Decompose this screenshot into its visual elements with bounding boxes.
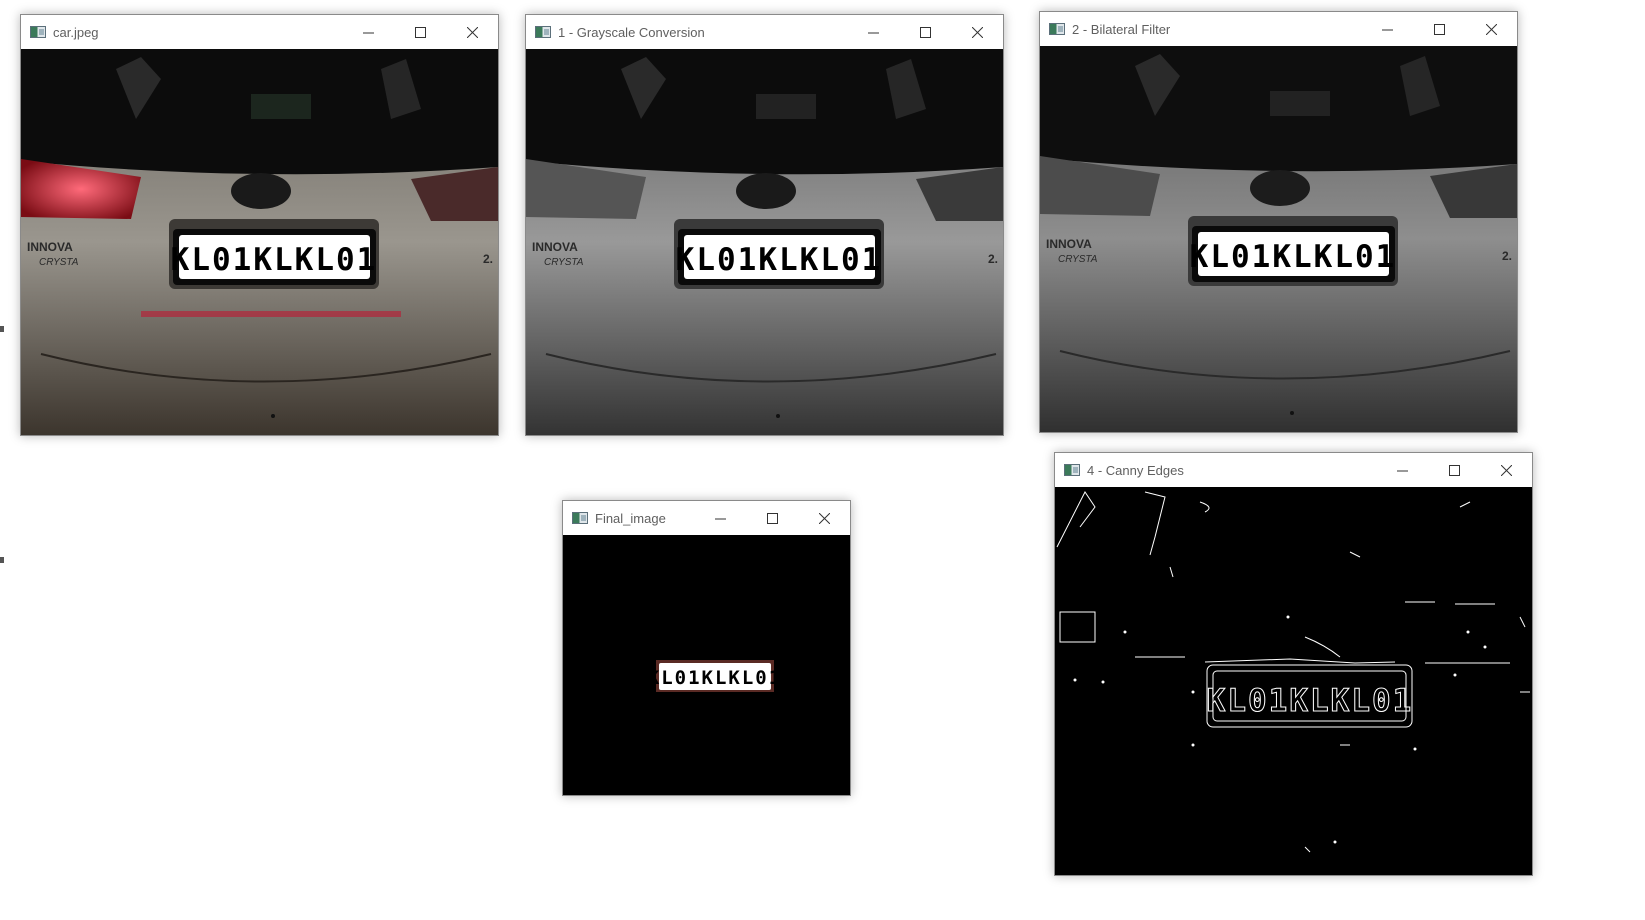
minimize-icon — [362, 32, 374, 33]
maximize-button[interactable] — [746, 501, 798, 535]
close-icon — [1500, 464, 1512, 476]
minimize-icon — [1381, 29, 1393, 30]
app-icon — [1064, 464, 1080, 476]
window-car-jpeg[interactable]: car.jpeg — [20, 14, 499, 436]
minimize-icon — [1396, 470, 1408, 471]
close-button[interactable] — [1480, 453, 1532, 487]
titlebar[interactable]: Final_image — [563, 501, 850, 535]
maximize-icon — [1433, 23, 1445, 35]
image-canvas: KL01KLKL01 INNOVA CRYSTA 2. — [21, 49, 498, 435]
app-icon — [572, 512, 588, 524]
badge-brand: INNOVA — [532, 240, 578, 254]
maximize-button[interactable] — [394, 15, 446, 49]
app-icon — [30, 26, 46, 38]
car-bilateral-image: KL01KLKL01 INNOVA CRYSTA 2. — [1040, 46, 1517, 432]
plate-number: KL01KLKL01 — [171, 242, 378, 278]
close-button[interactable] — [1465, 12, 1517, 46]
window-bilateral-filter[interactable]: 2 - Bilateral Filter — [1039, 11, 1518, 433]
window-title: car.jpeg — [53, 24, 99, 40]
minimize-button[interactable] — [342, 15, 394, 49]
minimize-button[interactable] — [847, 15, 899, 49]
canny-edges-image: KL01KLKL01 — [1055, 487, 1532, 875]
app-icon — [1049, 23, 1065, 35]
app-icon — [535, 26, 551, 38]
plate-number: KL01KLKL01 — [1190, 239, 1397, 275]
window-grayscale[interactable]: 1 - Grayscale Conversion — [525, 14, 1004, 436]
car-grayscale-image: KL01KLKL01 INNOVA CRYSTA 2. — [526, 49, 1003, 435]
close-icon — [466, 26, 478, 38]
titlebar[interactable]: 2 - Bilateral Filter — [1040, 12, 1517, 46]
badge-model: CRYSTA — [544, 257, 584, 268]
badge-model: CRYSTA — [1058, 254, 1098, 265]
window-canny-edges[interactable]: 4 - Canny Edges — [1054, 452, 1533, 876]
plate-number: KL01KLKL01 — [676, 242, 883, 278]
final-masked-image: KL01KLKL01 — [563, 535, 850, 795]
minimize-button[interactable] — [694, 501, 746, 535]
minimize-button[interactable] — [1361, 12, 1413, 46]
minimize-icon — [867, 32, 879, 33]
window-title: 1 - Grayscale Conversion — [558, 24, 705, 40]
image-canvas: KL01KLKL01 INNOVA CRYSTA 2. — [526, 49, 1003, 435]
titlebar[interactable]: car.jpeg — [21, 15, 498, 49]
badge-model: CRYSTA — [39, 257, 79, 268]
close-button[interactable] — [951, 15, 1003, 49]
titlebar[interactable]: 1 - Grayscale Conversion — [526, 15, 1003, 49]
plate-number: KL01KLKL01 — [1207, 683, 1414, 719]
window-title: Final_image — [595, 510, 666, 526]
image-canvas: KL01KLKL01 INNOVA CRYSTA 2. — [1040, 46, 1517, 432]
close-button[interactable] — [798, 501, 850, 535]
badge-brand: INNOVA — [1046, 237, 1092, 251]
badge-brand: INNOVA — [27, 240, 73, 254]
close-icon — [971, 26, 983, 38]
maximize-icon — [919, 26, 931, 38]
badge-variant: 2. — [988, 252, 998, 266]
maximize-icon — [766, 512, 778, 524]
maximize-icon — [414, 26, 426, 38]
maximize-icon — [1448, 464, 1460, 476]
badge-variant: 2. — [1502, 249, 1512, 263]
window-final-image[interactable]: Final_image KL01KLKL01 — [562, 500, 851, 796]
maximize-button[interactable] — [1428, 453, 1480, 487]
close-icon — [818, 512, 830, 524]
window-title: 4 - Canny Edges — [1087, 462, 1184, 478]
minimize-icon — [714, 518, 726, 519]
close-icon — [1485, 23, 1497, 35]
minimize-button[interactable] — [1376, 453, 1428, 487]
image-canvas: KL01KLKL01 — [1055, 487, 1532, 875]
titlebar[interactable]: 4 - Canny Edges — [1055, 453, 1532, 487]
badge-variant: 2. — [483, 252, 493, 266]
maximize-button[interactable] — [1413, 12, 1465, 46]
car-color-image: KL01KLKL01 INNOVA CRYSTA 2. — [21, 49, 498, 435]
window-title: 2 - Bilateral Filter — [1072, 21, 1171, 37]
edge-artifact — [0, 557, 4, 563]
edge-artifact — [0, 326, 4, 332]
image-canvas: KL01KLKL01 — [563, 535, 850, 795]
plate-number: KL01KLKL01 — [648, 667, 782, 689]
close-button[interactable] — [446, 15, 498, 49]
maximize-button[interactable] — [899, 15, 951, 49]
